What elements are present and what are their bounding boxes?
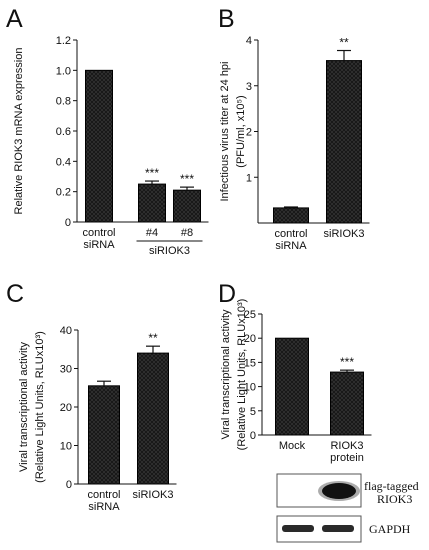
panel-a-xtick-label: siRNA bbox=[83, 239, 115, 251]
panel-b-ylabel: (PFU/ml, x10⁵) bbox=[235, 95, 247, 167]
panel-a-significance: *** bbox=[145, 166, 159, 180]
panel-a-xtick-label: control bbox=[82, 227, 115, 239]
panel-d-bar bbox=[275, 337, 309, 436]
panel-c-xtick-label: siRNA bbox=[88, 501, 120, 513]
panel-a-ytick-label: 1.0 bbox=[56, 65, 71, 77]
western-blot-flag bbox=[276, 473, 362, 508]
panel-a-ytick-label: 0.2 bbox=[56, 187, 71, 199]
panel-c-ytick-label: 30 bbox=[60, 364, 72, 376]
panel-d-ytick-label: 25 bbox=[244, 309, 256, 321]
panel-b-ylabel: Infectious virus titer at 24 hpi bbox=[219, 61, 231, 201]
panel-label-c: C bbox=[6, 280, 24, 308]
panel-a-group-label: siRIOK3 bbox=[149, 245, 190, 257]
panel-c-ylabel: (Relative Light Units, RLUx10³) bbox=[34, 331, 46, 483]
panel-a-bar bbox=[85, 69, 113, 223]
panel-a-ytick-label: 1.2 bbox=[56, 35, 71, 47]
panel-b-ytick-label: 2 bbox=[246, 127, 252, 139]
panel-a-xtick-label: #8 bbox=[181, 227, 193, 239]
panel-d-significance: *** bbox=[340, 355, 354, 369]
blot-label-flag-line2: RIOK3 bbox=[377, 492, 412, 506]
panel-b-xtick-label: siRNA bbox=[275, 240, 307, 252]
panel-c-bar bbox=[137, 352, 169, 485]
panel-b-bar bbox=[326, 60, 362, 224]
panel-a-ytick-label: 0.8 bbox=[56, 96, 71, 108]
chart-layer: 0 0.2 0.4 0.6 0.8 1.0 1.2 Relative RIOK3 mRNA e… bbox=[13, 35, 372, 513]
panel-d-ylabel: Viral transcriptional activity bbox=[220, 309, 232, 440]
panel-d-ytick-label: 0 bbox=[250, 430, 256, 442]
panel-b-bar bbox=[273, 207, 309, 224]
western-blot-gapdh bbox=[276, 515, 362, 543]
panel-c-xtick-label: siRIOK3 bbox=[133, 489, 174, 501]
panel-d-ytick-label: 15 bbox=[244, 357, 256, 369]
blot-label-gapdh: GAPDH bbox=[369, 522, 411, 536]
panel-a-bar bbox=[173, 189, 201, 223]
panel-c-ylabel: Viral transcriptional activity bbox=[18, 341, 30, 472]
panel-label-d: D bbox=[218, 280, 236, 308]
panel-label-b: B bbox=[218, 5, 235, 33]
panel-c-significance: ** bbox=[148, 331, 158, 345]
blot-label-flag-line1: flag-tagged bbox=[364, 479, 419, 493]
panel-b-ytick-label: 1 bbox=[246, 172, 252, 184]
panel-c-ytick-label: 0 bbox=[66, 479, 72, 491]
panel-d-xtick-label: Mock bbox=[279, 440, 306, 452]
panel-a-significance: *** bbox=[180, 172, 194, 186]
panel-c-ytick-label: 10 bbox=[60, 441, 72, 453]
panel-d-ytick-label: 10 bbox=[244, 382, 256, 394]
panel-c-bar bbox=[88, 385, 120, 485]
panel-b-ytick-label: 4 bbox=[246, 35, 252, 47]
panel-a-ytick-label: 0.4 bbox=[56, 156, 71, 168]
panel-d-ylabel: (Relative Light Units, RLUx10³) bbox=[236, 299, 248, 451]
panel-d-ytick-label: 5 bbox=[250, 406, 256, 418]
panel-c-xtick-label: control bbox=[87, 489, 120, 501]
panel-c-ytick-label: 40 bbox=[60, 325, 72, 337]
panel-b-ytick-label: 3 bbox=[246, 81, 252, 93]
panel-d-bar bbox=[330, 371, 364, 436]
panel-a-ylabel: Relative RIOK3 mRNA expression bbox=[13, 48, 25, 215]
panel-c-ytick-label: 20 bbox=[60, 402, 72, 414]
panel-d-ytick-label: 20 bbox=[244, 333, 256, 345]
panel-a-bar bbox=[138, 183, 166, 223]
panel-d-xtick-label: protein bbox=[330, 452, 364, 464]
panel-b-xtick-label: siRIOK3 bbox=[324, 228, 365, 240]
panel-a-ytick-label: 0.6 bbox=[56, 126, 71, 138]
panel-a-ytick-label: 0 bbox=[65, 217, 71, 229]
panel-b-xtick-label: control bbox=[274, 228, 307, 240]
panel-a-xtick-label: #4 bbox=[146, 227, 158, 239]
panel-d-xtick-label: RIOK3 bbox=[330, 440, 363, 452]
panel-b-significance: ** bbox=[339, 36, 349, 50]
panel-label-a: A bbox=[6, 5, 23, 33]
